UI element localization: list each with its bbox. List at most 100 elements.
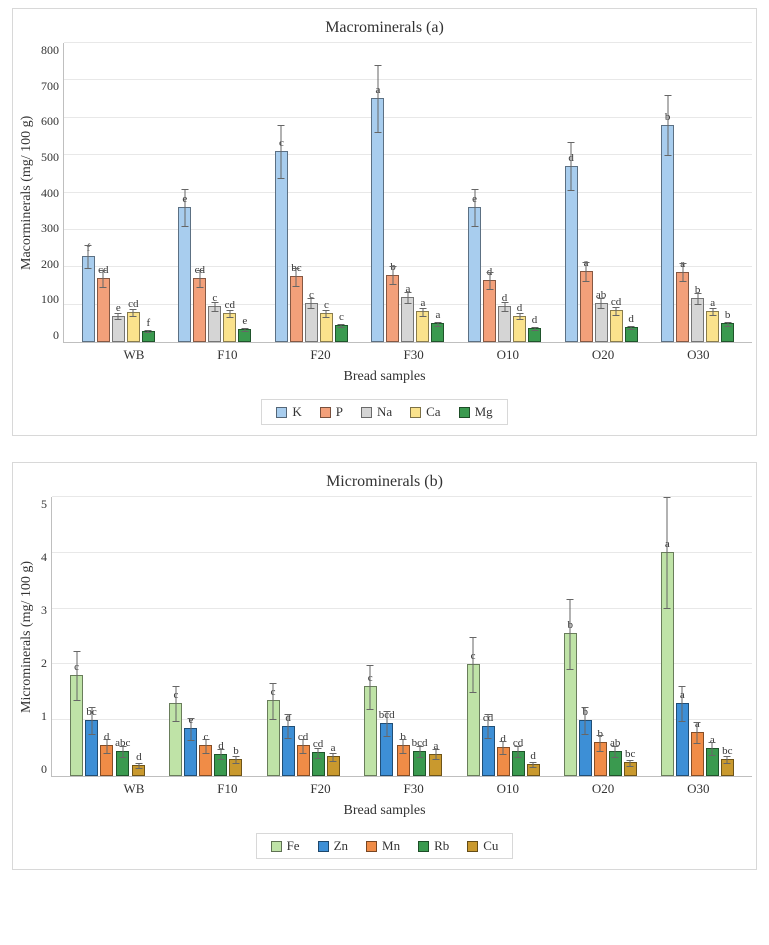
bar <box>267 700 280 776</box>
bar-wrap: c <box>320 300 333 342</box>
error-bar <box>585 707 586 735</box>
bar <box>676 703 689 776</box>
bar-wrap: d <box>565 153 578 342</box>
error-bar <box>518 746 519 759</box>
x-axis-label: Bread samples <box>17 803 752 819</box>
legend-label: Rb <box>434 838 449 854</box>
y-tick: 300 <box>41 221 59 236</box>
y-tick: 400 <box>41 186 59 201</box>
bar <box>327 756 340 776</box>
bar <box>142 331 155 342</box>
bar <box>413 751 426 776</box>
error-bar <box>601 298 602 309</box>
bar <box>706 748 719 776</box>
legend-label: Zn <box>334 838 348 854</box>
error-bar <box>296 268 297 286</box>
error-bar <box>727 756 728 764</box>
legend-label: Na <box>377 404 392 420</box>
bar-wrap: c <box>305 290 318 342</box>
bar-wrap: a <box>371 85 384 342</box>
y-tick: 600 <box>41 114 59 129</box>
bar-wrap: a <box>706 735 719 776</box>
bar <box>132 765 145 776</box>
y-tick: 0 <box>53 328 59 343</box>
y-axis-ticks: 543210 <box>37 497 51 777</box>
bar-wrap: e <box>468 194 481 342</box>
error-bar <box>370 665 371 710</box>
significance-letter: b <box>725 310 731 321</box>
error-bar <box>133 309 134 317</box>
error-bar <box>504 302 505 312</box>
bar <box>223 313 236 342</box>
bar-wrap: a <box>691 719 704 776</box>
bar <box>178 207 191 342</box>
legend-swatch <box>467 841 478 852</box>
legend-swatch <box>320 407 331 418</box>
x-tick: F20 <box>310 347 330 363</box>
bar-group: cbcdbbcda <box>364 673 443 776</box>
error-bar <box>184 189 185 227</box>
bar <box>429 754 442 776</box>
plot-area: fcdecdfecdccdecbccccabaaaedddddaabcddbab… <box>63 43 752 343</box>
bar <box>320 313 333 342</box>
error-bar <box>570 599 571 670</box>
bar <box>229 759 242 776</box>
error-bar <box>175 686 176 722</box>
bar-wrap: b <box>661 112 674 343</box>
chart-row: Microminerals (mg/ 100 g)543210cbcdabcdc… <box>17 497 752 777</box>
bar <box>199 745 212 776</box>
legend-label: Mg <box>475 404 493 420</box>
x-axis-ticks: WBF10F20F30O10O20O30 <box>81 343 752 363</box>
bar-group: cecdb <box>169 690 242 776</box>
bar-wrap: c <box>208 293 221 342</box>
error-bar <box>474 189 475 227</box>
bar-wrap: d <box>513 303 526 342</box>
bar-group: daabcdd <box>565 153 638 342</box>
bar-wrap: c <box>70 662 83 776</box>
y-tick: 200 <box>41 257 59 272</box>
bar <box>625 327 638 342</box>
legend-label: Mn <box>382 838 400 854</box>
error-bar <box>473 637 474 693</box>
bar-wrap: a <box>580 258 593 342</box>
bar-wrap: cd <box>127 299 140 342</box>
bar-wrap: a <box>676 259 689 343</box>
error-bar <box>122 746 123 759</box>
bar-wrap: b <box>397 732 410 776</box>
bar-wrap: bc <box>85 707 98 776</box>
legend-swatch <box>366 841 377 852</box>
bar-group: bbbabbc <box>564 620 637 776</box>
chart-panel: Macrominerals (a)Macorminerals (mg/ 100 … <box>12 8 757 436</box>
bar <box>624 762 637 776</box>
legend: FeZnMnRbCu <box>256 833 514 859</box>
bar-wrap: b <box>721 310 734 342</box>
legend-item: Cu <box>467 838 498 854</box>
x-tick: F30 <box>403 781 423 797</box>
bar <box>116 751 129 776</box>
error-bar <box>386 711 387 738</box>
bar-wrap: c <box>199 732 212 776</box>
bar-wrap: d <box>527 751 540 776</box>
bar-wrap: a <box>401 284 414 342</box>
bar-wrap: ab <box>595 290 608 342</box>
error-bar <box>697 722 698 744</box>
bar <box>305 303 318 342</box>
bar-wrap: c <box>364 673 377 776</box>
bar-group: cbcdabcd <box>70 662 145 776</box>
bar <box>193 278 206 342</box>
bar <box>468 207 481 342</box>
bar <box>497 747 510 776</box>
bar <box>609 751 622 776</box>
error-bar <box>377 65 378 133</box>
bar-wrap: cd <box>482 713 495 776</box>
bar-wrap: c <box>467 651 480 776</box>
bar <box>169 703 182 776</box>
bar <box>661 552 674 776</box>
bar-wrap: a <box>676 690 689 776</box>
bar <box>565 166 578 342</box>
error-bar <box>437 322 438 327</box>
legend-item: Zn <box>318 838 348 854</box>
error-bar <box>682 686 683 722</box>
error-bar <box>489 272 490 289</box>
legend-swatch <box>418 841 429 852</box>
